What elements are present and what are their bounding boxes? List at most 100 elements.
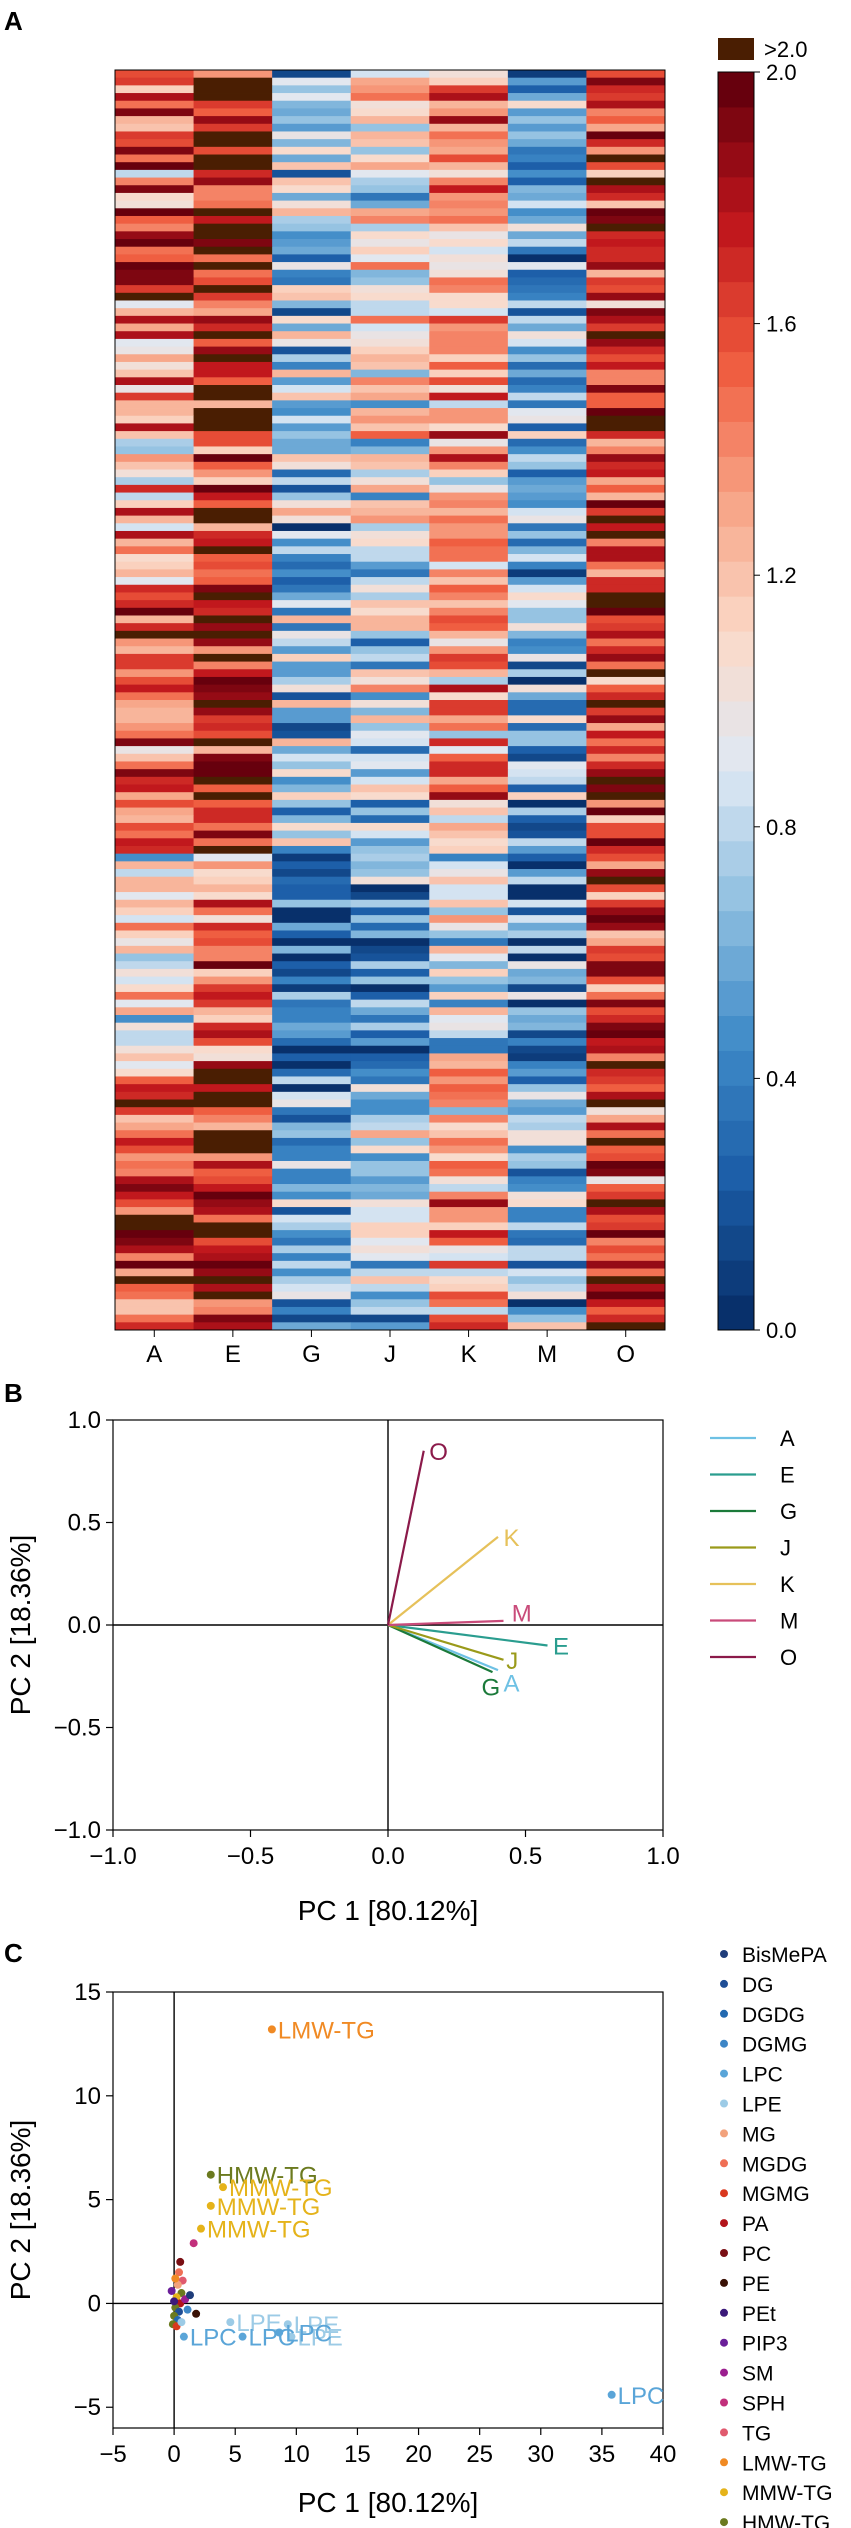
heatmap-cell <box>115 185 194 194</box>
heatmap-cell <box>586 484 666 493</box>
heatmap-cell <box>115 1237 194 1246</box>
heatmap-cell <box>115 331 194 340</box>
heatmap-cell <box>350 77 430 86</box>
heatmap-cell <box>272 385 352 394</box>
heatmap-cell <box>507 1022 587 1031</box>
heatmap-cell <box>429 1245 509 1254</box>
heatmap-cell <box>429 876 509 885</box>
heatmap-cell <box>272 1007 352 1016</box>
heatmap-cell <box>193 1253 273 1262</box>
heatmap-cell <box>115 139 194 148</box>
heatmap-cell <box>193 1268 273 1277</box>
heatmap-cell <box>429 1076 509 1085</box>
heatmap-cell <box>115 899 194 908</box>
y-tick-label: 0 <box>88 2290 101 2317</box>
heatmap-cell <box>193 477 273 486</box>
heatmap-cell <box>193 1237 273 1246</box>
heatmap-cell <box>115 277 194 286</box>
heatmap-cell <box>350 169 430 178</box>
heatmap-cell <box>115 607 194 616</box>
legend-marker <box>720 2189 728 2198</box>
heatmap-cell <box>350 646 430 655</box>
heatmap-cell <box>586 215 666 225</box>
heatmap-cell <box>350 454 430 463</box>
score-point <box>173 2280 182 2289</box>
heatmap-cell <box>586 1237 666 1246</box>
heatmap-cell <box>193 984 273 993</box>
heatmap-cell <box>350 123 430 132</box>
heatmap-cell <box>193 415 273 424</box>
heatmap-cell <box>350 676 430 686</box>
heatmap-cell <box>272 1107 352 1116</box>
colorbar-step <box>718 246 754 283</box>
heatmap-cell <box>429 77 509 86</box>
score-point <box>206 2170 215 2179</box>
heatmap-cell <box>350 346 430 355</box>
heatmap-cell <box>350 1299 430 1308</box>
heatmap-cell <box>115 892 194 901</box>
heatmap-cell <box>429 1099 509 1108</box>
heatmap-cell <box>272 1160 352 1170</box>
heatmap-cell <box>272 1061 352 1070</box>
heatmap-cell <box>350 1245 430 1254</box>
heatmap-cell <box>272 799 352 808</box>
heatmap-cell <box>429 139 509 148</box>
heatmap-cell <box>272 861 352 870</box>
heatmap-cell <box>115 1114 194 1123</box>
heatmap-cell <box>350 1091 430 1100</box>
heatmap-cell <box>586 377 666 386</box>
heatmap-cell <box>429 915 509 924</box>
heatmap-cell <box>507 646 587 655</box>
heatmap-cell <box>586 700 666 709</box>
heatmap-cell <box>115 415 194 424</box>
heatmap-cell <box>115 876 194 885</box>
heatmap-cell <box>586 400 666 409</box>
heatmap-cell <box>272 454 352 463</box>
score-point <box>283 2320 292 2329</box>
heatmap-cell <box>115 961 194 970</box>
heatmap-cell <box>507 1137 587 1147</box>
heatmap-cell <box>115 1022 194 1031</box>
score-point-label: MMW-TG <box>217 2194 321 2221</box>
heatmap-cell <box>507 938 587 947</box>
heatmap-cell <box>350 1322 430 1331</box>
heatmap-cell <box>193 1107 273 1116</box>
heatmap-cell <box>507 922 587 931</box>
heatmap-cell <box>272 1253 352 1262</box>
legend-label: MGMG <box>742 2183 810 2206</box>
heatmap-cell <box>115 200 194 209</box>
heatmap-cell <box>350 85 430 94</box>
heatmap-cell <box>272 638 352 647</box>
heatmap-cell <box>115 1214 194 1223</box>
heatmap-cell <box>429 116 509 125</box>
heatmap-cell <box>507 515 587 524</box>
heatmap-cell <box>193 1076 273 1085</box>
heatmap-cell <box>272 999 352 1008</box>
heatmap-column-label: O <box>616 1341 635 1368</box>
heatmap-cell <box>507 162 587 171</box>
heatmap-cell <box>586 968 666 977</box>
heatmap-cell <box>115 1015 194 1024</box>
heatmap-cell <box>507 254 587 263</box>
legend-label: LPE <box>742 2094 782 2117</box>
heatmap-cell <box>193 807 273 816</box>
heatmap-cell <box>193 146 273 155</box>
legend-label: BisMePA <box>742 1944 827 1967</box>
heatmap-cell <box>193 991 273 1001</box>
heatmap-cell <box>272 822 352 832</box>
heatmap-cell <box>115 461 194 470</box>
heatmap-cell <box>350 715 430 724</box>
heatmap-cell <box>586 385 666 394</box>
heatmap-cell <box>193 669 273 678</box>
heatmap-cell <box>507 1107 587 1116</box>
heatmap-cell <box>193 792 273 801</box>
heatmap-cell <box>507 1130 587 1139</box>
colorbar-step <box>718 1260 754 1296</box>
heatmap-cell <box>350 415 430 424</box>
heatmap-cell <box>586 1061 666 1070</box>
heatmap-cell <box>429 1176 509 1185</box>
heatmap-cell <box>115 692 194 701</box>
heatmap-cell <box>115 1068 194 1077</box>
heatmap-cell <box>507 784 587 793</box>
colorbar-step <box>718 176 754 213</box>
